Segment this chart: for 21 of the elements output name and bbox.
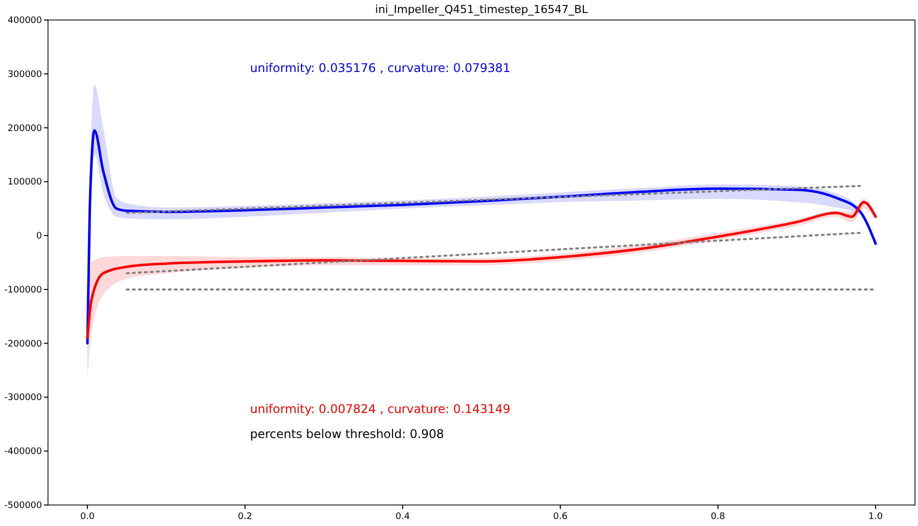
x-tick-label: 0.2 — [238, 512, 252, 522]
y-tick-label: -200000 — [4, 339, 42, 350]
chart-title: ini_Impeller_Q451_timestep_16547_BL — [375, 3, 589, 16]
y-tick-label: -100000 — [4, 285, 42, 296]
y-tick-label: 300000 — [8, 70, 42, 80]
y-tick-label: 200000 — [8, 124, 42, 134]
annotation: percents below threshold: 0.908 — [250, 427, 444, 441]
x-tick-label: 0.8 — [710, 512, 726, 522]
y-tick-label: 0 — [36, 232, 42, 242]
annotation: uniformity: 0.035176 , curvature: 0.079381 — [250, 61, 510, 75]
y-tick-label: 100000 — [8, 178, 42, 188]
x-tick-label: 1.0 — [868, 512, 884, 522]
x-tick-label: 0.0 — [80, 512, 95, 522]
y-tick-label: -500000 — [4, 501, 42, 511]
annotation: uniformity: 0.007824 , curvature: 0.143149 — [250, 402, 510, 416]
y-tick-label: -300000 — [4, 393, 42, 404]
x-tick-label: 0.6 — [553, 512, 568, 522]
x-tick-label: 0.4 — [396, 512, 410, 522]
y-tick-label: 400000 — [8, 16, 42, 26]
y-tick-label: -400000 — [4, 447, 42, 458]
line-series — [86, 200, 877, 340]
